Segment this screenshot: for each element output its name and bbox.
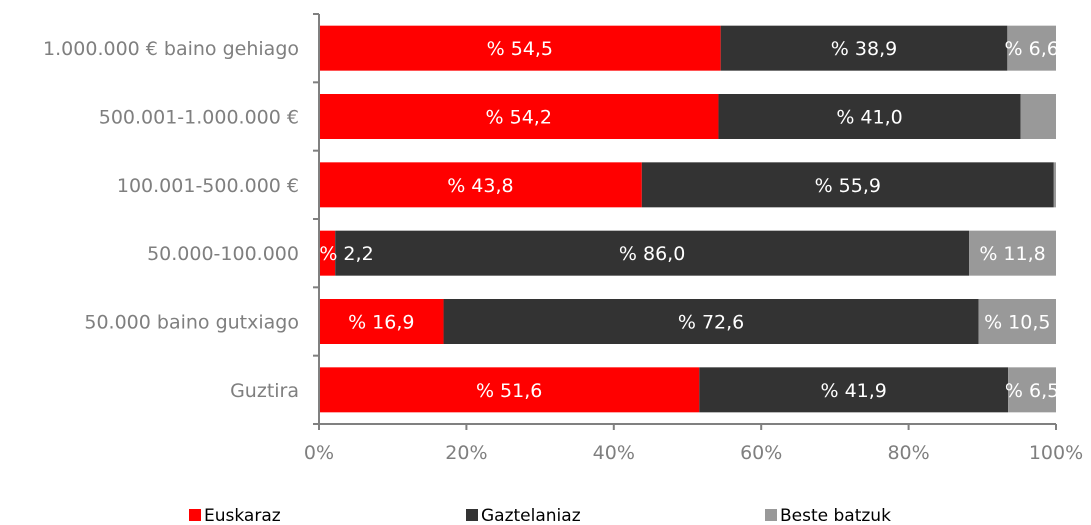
bar-segment — [969, 230, 1056, 276]
bar-segment — [319, 230, 336, 276]
bar-segment — [319, 25, 721, 71]
legend-swatch — [466, 509, 478, 521]
bar-segment — [1007, 25, 1056, 71]
category-label: 1.000.000 € baino gehiago — [43, 38, 299, 60]
bar-segment — [319, 367, 700, 413]
data-label: % 72,6 — [678, 312, 744, 334]
data-label: % 2,2 — [319, 243, 373, 265]
legend-label: Euskaraz — [204, 506, 281, 525]
bar-segment — [1053, 162, 1056, 208]
x-tick-label: 100% — [1029, 442, 1083, 464]
data-label: % 54,2 — [486, 107, 552, 129]
bar-segment — [720, 25, 1008, 71]
bar-segment — [978, 299, 1056, 344]
data-label: % 38,9 — [831, 38, 897, 60]
x-tick-label: 40% — [593, 442, 635, 464]
data-label: % 16,9 — [348, 312, 414, 334]
data-label: % 54,5 — [487, 38, 553, 60]
legend: Euskaraz Gaztelaniaz Beste batzuk — [189, 506, 891, 525]
bar-segment — [319, 299, 444, 344]
bar-segment — [1008, 367, 1056, 413]
category-label: 100.001-500.000 € — [117, 175, 299, 197]
legend-label: Beste batzuk — [780, 506, 891, 525]
bar-segment — [335, 230, 970, 276]
x-tick-label: 80% — [887, 442, 929, 464]
data-label: % 11,8 — [979, 243, 1045, 265]
data-label: % 6,5 — [1005, 380, 1059, 402]
axes-group — [313, 13, 1057, 430]
category-labels-group: 1.000.000 € baino gehiago 500.001-1.000.0… — [43, 38, 299, 402]
data-label: % 6,6 — [1005, 38, 1059, 60]
bar-segment — [1020, 94, 1056, 139]
tick-labels-group: 0% 20% 40% 60% 80% 100% — [304, 442, 1083, 464]
x-tick-label: 60% — [740, 442, 782, 464]
data-label: % 10,5 — [984, 312, 1050, 334]
legend-label: Gaztelaniaz — [481, 506, 581, 525]
data-label: % 43,8 — [447, 175, 513, 197]
bar-segment — [319, 94, 719, 139]
category-label: 50.000-100.000 — [147, 243, 299, 265]
data-label: % 55,9 — [815, 175, 881, 197]
bars-group — [319, 25, 1056, 413]
bar-segment — [718, 94, 1021, 139]
bar-segment — [699, 367, 1009, 413]
legend-swatch — [189, 509, 201, 521]
x-tick-label: 0% — [304, 442, 334, 464]
category-label: 500.001-1.000.000 € — [99, 107, 299, 129]
data-label: % 41,9 — [820, 380, 886, 402]
bar-segment — [319, 162, 642, 208]
x-tick-label: 20% — [445, 442, 487, 464]
data-labels-group: % 54,5 % 38,9 % 6,6 % 54,2 % 41,0 % 43,8 % 55,… — [319, 38, 1059, 402]
data-label: % 86,0 — [619, 243, 685, 265]
bar-segment — [443, 299, 979, 344]
bar-segment — [641, 162, 1054, 208]
data-label: % 51,6 — [476, 380, 542, 402]
data-label: % 41,0 — [836, 107, 902, 129]
legend-swatch — [765, 509, 777, 521]
category-label: Guztira — [230, 380, 299, 402]
category-label: 50.000 baino gutxiago — [84, 312, 299, 334]
